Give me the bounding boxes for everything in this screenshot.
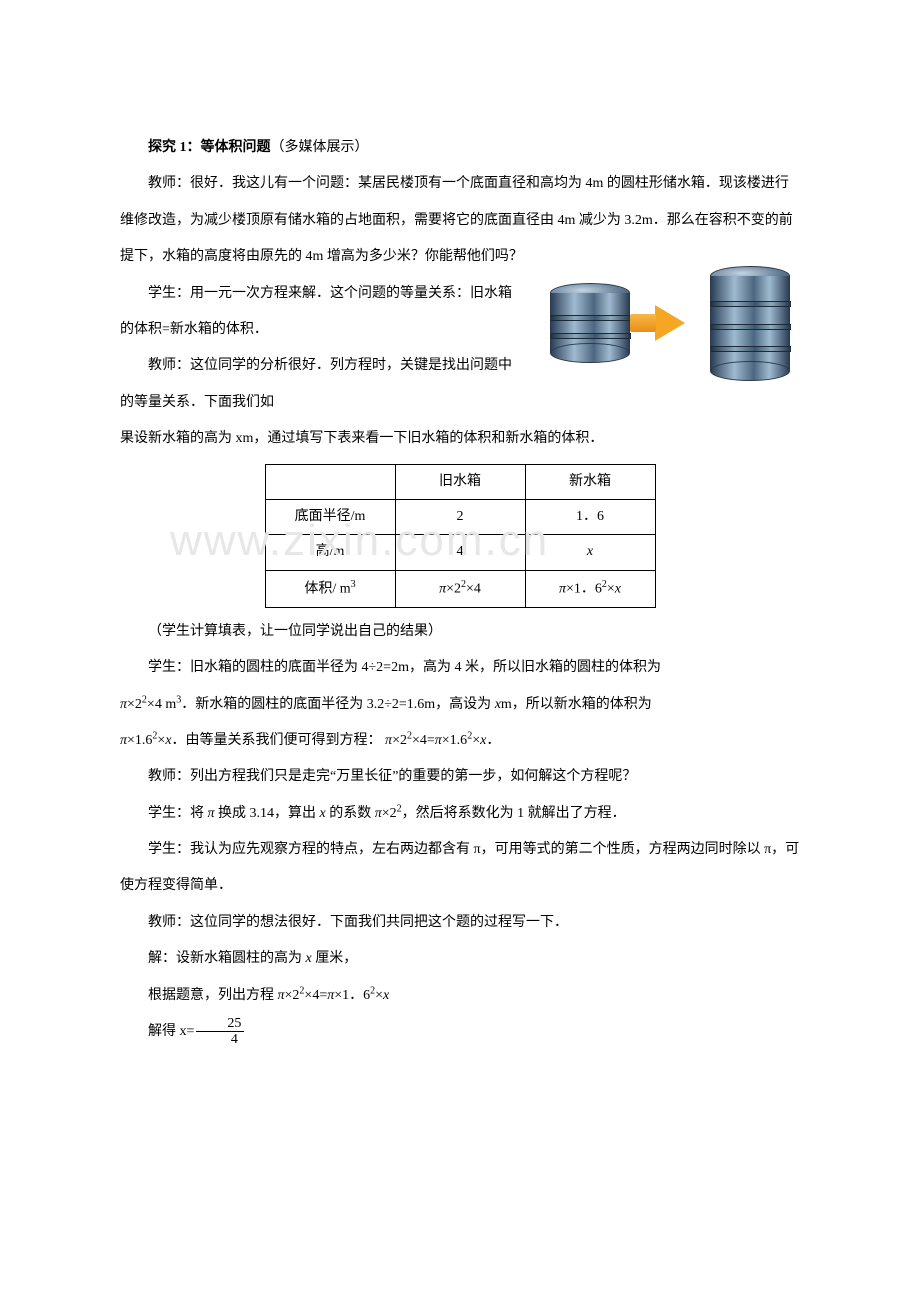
new-tank-icon [710,276,790,371]
table-cell: 高/m [265,535,395,570]
paragraph-student-2b: π×22×4 m3．新水箱的圆柱的底面半径为 3.2÷2=1.6m，高设为 xm… [120,687,800,723]
student-para-with-diagram: 学生：用一元一次方程来解．这个问题的等量关系：旧水箱的体积=新水箱的体积． 教师… [120,276,800,422]
table-cell: 底面半径/m [265,499,395,534]
table-cell: 体积/ m3 [265,570,395,607]
paragraph-student-2a: 学生：旧水箱的圆柱的底面半径为 4÷2=2m，高为 4 米，所以旧水箱的圆柱的体… [120,650,800,686]
table-cell: 4 [395,535,525,570]
old-tank-icon [550,293,630,353]
table-cell: π×22×4 [395,570,525,607]
table-cell: x [525,535,655,570]
paragraph-solution-2: 根据题意，列出方程 π×22×4=π×1．62×x [120,978,800,1014]
section-heading: 探究 1：等体积问题（多媒体展示） [120,130,800,166]
paragraph-student-4: 学生：我认为应先观察方程的特点，左右两边都含有 π，可用等式的第二个性质，方程两… [120,832,800,905]
table-header: 新水箱 [525,464,655,499]
paragraph-teacher-2a: 教师：这位同学的分析很好．列方程时，关键是找出问题中的等量关系．下面我们如 [120,348,520,421]
table-row: 旧水箱 新水箱 [265,464,655,499]
table-cell: 1．6 [525,499,655,534]
table-cell: 2 [395,499,525,534]
data-table: 旧水箱 新水箱 底面半径/m 2 1．6 高/m 4 x 体积/ m3 π×22… [265,464,656,608]
paragraph-note: （学生计算填表，让一位同学说出自己的结果） [120,614,800,650]
paragraph-solution-1: 解：设新水箱圆柱的高为 x 厘米， [120,941,800,977]
table-row: 高/m 4 x [265,535,655,570]
table-row: 底面半径/m 2 1．6 [265,499,655,534]
paragraph-teacher-3: 教师：列出方程我们只是走完“万里长征”的重要的第一步，如何解这个方程呢？ [120,759,800,795]
table-cell: π×1．62×x [525,570,655,607]
heading-bold: 探究 1：等体积问题 [148,140,271,155]
table-header: 旧水箱 [395,464,525,499]
paragraph-teacher-4: 教师：这位同学的想法很好．下面我们共同把这个题的过程写一下． [120,905,800,941]
fraction-denominator: 4 [196,1032,244,1047]
paragraph-teacher-1: 教师：很好．我这儿有一个问题：某居民楼顶有一个底面直径和高均为 4m 的圆柱形储… [120,166,800,275]
arrow-icon [640,305,700,341]
table-row: 体积/ m3 π×22×4 π×1．62×x [265,570,655,607]
table-container: www.zixin.com.cn 旧水箱 新水箱 底面半径/m 2 1．6 高/… [120,464,800,608]
italic-x: x [587,544,593,559]
heading-suffix: （多媒体展示） [271,140,369,155]
paragraph-student-3: 学生：将 π 换成 3.14，算出 x 的系数 π×22，然后将系数化为 1 就… [120,796,800,832]
paragraph-student-1: 学生：用一元一次方程来解．这个问题的等量关系：旧水箱的体积=新水箱的体积． [120,276,520,349]
paragraph-teacher-2b: 果设新水箱的高为 xm，通过填写下表来看一下旧水箱的体积和新水箱的体积． [120,421,800,457]
table-header [265,464,395,499]
paragraph-solution-3: 解得 x=254 [120,1014,800,1050]
fraction-numerator: 25 [196,1016,244,1032]
fraction: 254 [196,1016,244,1048]
solve-prefix: 解得 x= [148,1024,194,1039]
cylinder-diagram [540,276,800,396]
paragraph-student-2c: π×1.62×x．由等量关系我们便可得到方程： π×22×4=π×1.62×x． [120,723,800,759]
